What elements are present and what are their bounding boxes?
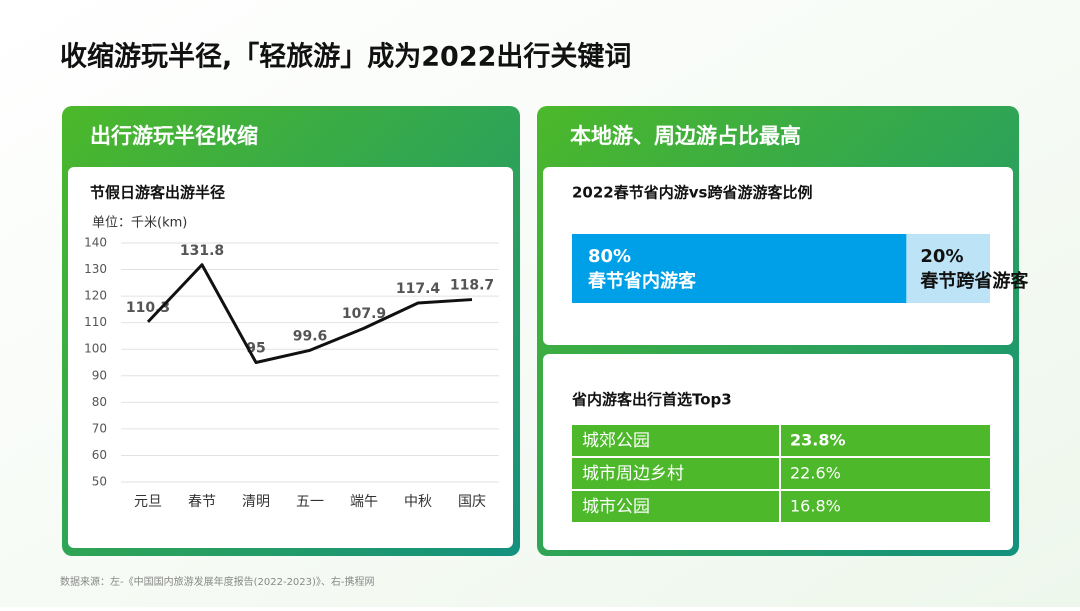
data-label: 118.7 (450, 278, 494, 294)
table-cell: 22.6% (790, 464, 841, 483)
y-tick-label: 60 (92, 448, 107, 462)
y-tick-label: 130 (84, 262, 107, 276)
y-tick-label: 110 (84, 315, 107, 329)
data-label: 131.8 (180, 243, 224, 259)
data-label: 107.9 (342, 306, 386, 322)
share-value: 20% (920, 246, 963, 267)
share-bar (572, 234, 907, 303)
x-tick-label: 春节 (188, 494, 216, 510)
chart-unit: 单位：千米(km) (92, 216, 187, 231)
top3-title: 省内游客出行首选Top3 (571, 391, 732, 409)
x-tick-label: 清明 (242, 494, 270, 510)
table-cell: 城市公园 (582, 497, 650, 517)
x-tick-label: 国庆 (458, 494, 486, 510)
share-label: 春节省内游客 (588, 270, 697, 292)
share-bar (906, 234, 990, 303)
right-heading: 本地游、周边游占比最高 (570, 124, 801, 148)
source: 数据来源：左-《中国国内旅游发展年度报告(2022-2023)》、右-携程网 (60, 575, 375, 588)
x-tick-label: 端午 (350, 494, 378, 510)
left-card (68, 167, 513, 548)
x-tick-label: 元旦 (134, 494, 162, 510)
data-label: 99.6 (293, 328, 328, 344)
table-cell: 23.8% (790, 431, 846, 450)
chart-title: 节假日游客出游半径 (90, 184, 225, 202)
x-tick-label: 中秋 (404, 494, 432, 510)
share-value: 80% (588, 246, 631, 267)
share-label: 春节跨省游客 (920, 270, 1029, 292)
y-tick-label: 100 (84, 342, 107, 356)
slide-title: 收缩游玩半径,「轻旅游」成为2022出行关键词 (60, 41, 631, 73)
data-label: 110.3 (126, 300, 170, 316)
y-tick-label: 90 (92, 368, 107, 382)
left-heading: 出行游玩半径收缩 (90, 124, 258, 148)
y-tick-label: 50 (92, 475, 107, 489)
data-label: 117.4 (396, 281, 441, 297)
y-tick-label: 80 (92, 395, 107, 409)
table-cell: 城市周边乡村 (582, 464, 684, 484)
y-tick-label: 140 (84, 236, 107, 250)
line (146, 263, 473, 364)
share-title: 2022春节省内游vs跨省游游客比例 (572, 184, 812, 202)
table-cell: 城郊公园 (582, 431, 650, 451)
y-tick-label: 120 (84, 289, 107, 303)
y-tick-label: 70 (92, 421, 107, 435)
table-cell: 16.8% (790, 497, 841, 516)
x-tick-label: 五一 (296, 494, 324, 510)
